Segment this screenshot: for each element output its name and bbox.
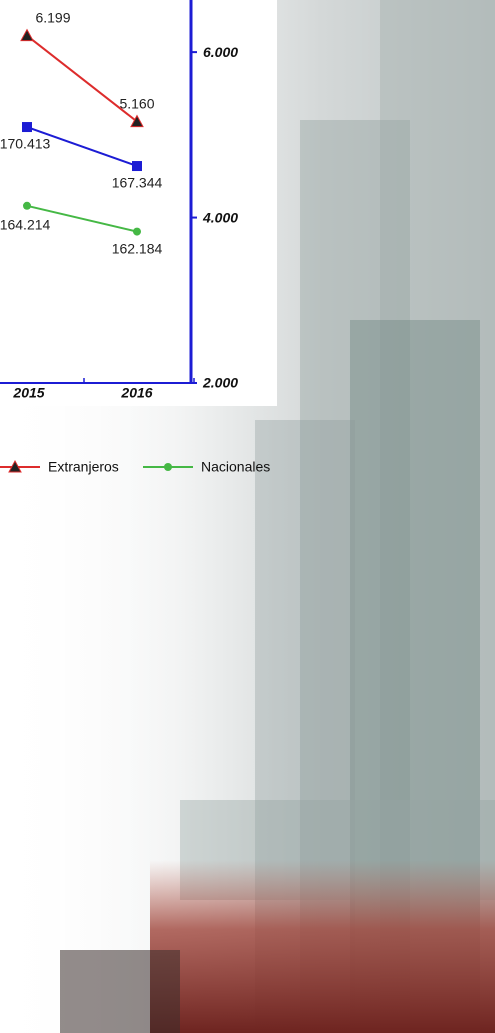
legend-marker xyxy=(164,463,172,471)
data-point xyxy=(132,161,142,172)
data-point xyxy=(133,227,141,236)
legend-label: Extranjeros xyxy=(48,459,119,475)
data-label: 164.214 xyxy=(0,217,51,233)
x-tick-label: 2015 xyxy=(12,385,44,401)
data-label: 5.160 xyxy=(119,95,154,111)
data-point xyxy=(22,122,32,133)
legend-label: Nacionales xyxy=(201,459,270,475)
data-label: 170.413 xyxy=(0,136,51,152)
data-point xyxy=(130,114,144,128)
y2-tick-label: 2.000 xyxy=(202,375,238,391)
data-label: 6.199 xyxy=(35,9,70,25)
data-point xyxy=(23,201,31,210)
data-label: 167.344 xyxy=(112,175,163,191)
data-point xyxy=(20,28,34,42)
legend-marker xyxy=(8,459,22,473)
y2-tick-label: 6.000 xyxy=(203,44,238,60)
y2-tick-label: 4.000 xyxy=(202,209,238,225)
data-label: 162.184 xyxy=(112,240,163,256)
series-line xyxy=(26,126,138,167)
series-line xyxy=(26,34,138,123)
series-line xyxy=(26,204,138,233)
x-tick-label: 2016 xyxy=(120,385,152,401)
